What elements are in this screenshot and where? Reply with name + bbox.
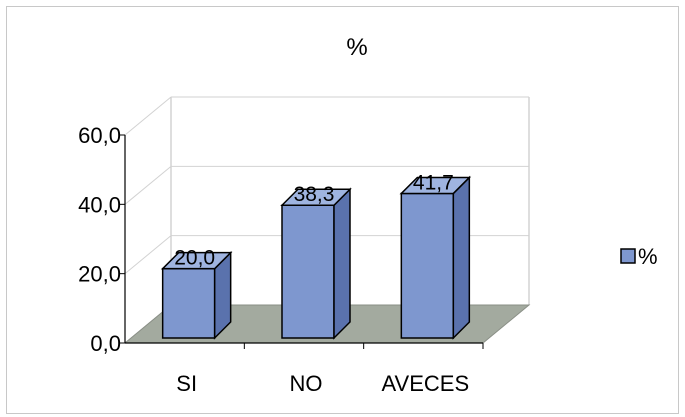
bar-chart: 0,020,040,060,0 SI NO AVECES 20,038,341,7 … <box>78 34 676 396</box>
bar-top <box>160 251 233 270</box>
y-axis: 0,0 20,0 40,0 60,0 <box>78 123 126 356</box>
y-tick-label: 40,0 <box>78 192 121 217</box>
x-tick-label: SI <box>176 371 197 396</box>
legend-swatch <box>620 248 636 264</box>
y-tick-label: 60,0 <box>78 123 121 148</box>
chart-frame: 0,0 20,0 40,0 60,0 SI NO AVECES 20,0 38,3 41,7 … <box>6 6 679 414</box>
bar-side <box>333 187 351 340</box>
bar-front <box>161 267 216 339</box>
x-tick-label: AVECES <box>382 371 470 396</box>
gridline-side <box>124 235 172 275</box>
bar-si <box>160 250 233 340</box>
gridline-side <box>124 165 172 205</box>
bar-front <box>281 204 335 339</box>
legend: % <box>612 239 676 275</box>
data-label: 20,0 <box>174 247 215 270</box>
gridline-side <box>124 96 172 136</box>
bar-no <box>280 187 352 340</box>
bar-front <box>400 192 455 339</box>
y-tick-label: 20,0 <box>78 262 121 287</box>
x-tick-label: NO <box>290 371 323 396</box>
bar-aveces <box>399 175 472 340</box>
legend-label: % <box>638 244 658 269</box>
data-label: 38,3 <box>294 183 335 206</box>
data-label: 41,7 <box>413 171 454 194</box>
bars <box>160 175 472 340</box>
y-tick-label: 0,0 <box>90 331 121 356</box>
data-labels: 20,0 38,3 41,7 <box>174 171 454 269</box>
bar-top <box>280 188 352 206</box>
x-axis: SI NO AVECES <box>125 342 484 396</box>
bar-top <box>399 176 472 195</box>
bar-side <box>452 175 471 340</box>
chart-title: % <box>346 34 367 61</box>
